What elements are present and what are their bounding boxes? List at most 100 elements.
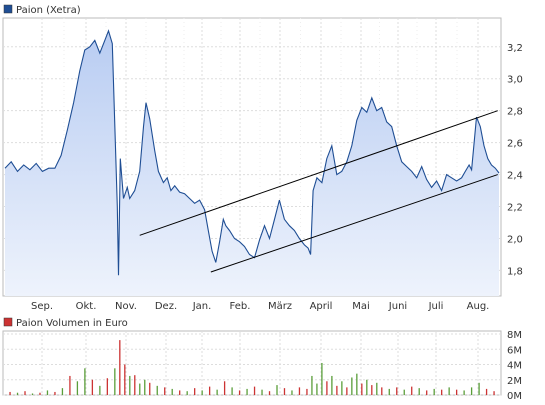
volume-bar xyxy=(261,389,263,395)
price-x-tick-label: Feb. xyxy=(230,301,251,312)
volume-bar xyxy=(388,388,390,395)
volume-bar xyxy=(124,364,126,395)
volume-bar xyxy=(316,383,318,395)
price-legend-label: Paion (Xetra) xyxy=(16,5,81,16)
volume-legend-swatch xyxy=(3,317,13,327)
volume-bar xyxy=(39,392,41,395)
volume-bar xyxy=(9,391,11,395)
volume-legend-label: Paion Volumen in Euro xyxy=(16,318,128,329)
volume-bar xyxy=(493,391,495,395)
volume-bar xyxy=(253,386,256,395)
price-x-tick-label: Mai xyxy=(352,301,370,312)
volume-bar xyxy=(321,362,323,395)
trend-line xyxy=(139,110,498,236)
volume-bar xyxy=(134,375,136,395)
price-y-tick-label: 2,2 xyxy=(507,203,523,214)
volume-bar xyxy=(361,383,363,395)
volume-bar xyxy=(144,379,146,395)
volume-y-tick-label: 6M xyxy=(507,345,522,356)
volume-bar xyxy=(194,388,196,395)
volume-bar xyxy=(106,378,108,395)
volume-bar xyxy=(448,387,450,395)
price-x-tick-label: Juli xyxy=(428,301,444,312)
volume-bar xyxy=(238,390,241,395)
price-x-tick-label: Dez. xyxy=(155,301,177,312)
volume-bar xyxy=(99,385,101,395)
price-y-tick-label: 2,4 xyxy=(507,171,523,182)
volume-bar xyxy=(164,387,166,395)
volume-bar xyxy=(306,388,308,395)
volume-gridlines xyxy=(3,331,501,396)
volume-bar xyxy=(455,389,458,395)
price-x-tick-label: Okt. xyxy=(76,301,97,312)
price-y-tick-label: 2,6 xyxy=(507,139,523,150)
volume-bar xyxy=(426,390,428,395)
price-x-tick-label: März xyxy=(268,301,292,312)
volume-bar xyxy=(411,386,413,395)
volume-bar xyxy=(418,388,420,395)
volume-bar xyxy=(366,379,368,395)
price-y-tick-label: 2,8 xyxy=(507,107,523,118)
volume-bar xyxy=(376,382,378,395)
volume-y-tick-label: 8M xyxy=(507,330,522,341)
volume-bar xyxy=(326,381,328,395)
volume-y-ticks: 8M 6M 4M 2M 0M xyxy=(507,330,522,402)
price-x-tick-label: Nov. xyxy=(115,301,137,312)
volume-bar xyxy=(433,388,435,395)
volume-bar xyxy=(246,388,248,395)
volume-bar xyxy=(351,377,353,395)
price-y-tick-label: 3,2 xyxy=(507,43,523,54)
volume-bar xyxy=(396,387,398,395)
volume-bar xyxy=(24,391,26,395)
volume-bar xyxy=(283,388,286,395)
volume-bar xyxy=(201,390,203,395)
volume-bar xyxy=(171,388,173,395)
volume-bar xyxy=(336,385,338,395)
price-y-tick-label: 2,0 xyxy=(507,234,523,245)
volume-bar xyxy=(76,381,79,395)
price-x-tick-label: Jan. xyxy=(192,301,212,312)
volume-bar xyxy=(216,389,218,395)
volume-bar xyxy=(139,383,141,395)
volume-bar xyxy=(356,373,358,395)
volume-bar xyxy=(31,393,34,395)
volume-bars xyxy=(9,340,495,395)
volume-bar xyxy=(441,389,443,395)
volume-bar xyxy=(114,368,116,395)
volume-bar xyxy=(276,385,278,395)
volume-bar xyxy=(298,387,301,395)
volume-y-tick-label: 4M xyxy=(507,361,522,372)
volume-bar xyxy=(381,387,383,395)
volume-bar xyxy=(54,391,56,395)
volume-y-tick-label: 0M xyxy=(507,391,522,401)
trend-lines xyxy=(139,110,498,273)
volume-bar xyxy=(470,387,473,395)
volume-bar xyxy=(291,390,293,395)
price-y-ticks: 3,2 3,0 2,8 2,6 2,4 2,2 2,0 1,8 xyxy=(507,43,523,278)
volume-bar xyxy=(156,385,158,395)
volume-bar xyxy=(403,389,405,395)
volume-bar xyxy=(69,375,71,395)
volume-y-tick-label: 2M xyxy=(507,376,522,387)
volume-bar xyxy=(186,391,188,395)
price-x-tick-label: Sep. xyxy=(31,301,53,312)
price-y-tick-label: 1,8 xyxy=(507,266,523,277)
volume-bar xyxy=(346,387,348,395)
volume-bar xyxy=(331,375,333,395)
volume-bar xyxy=(208,386,211,395)
volume-bar xyxy=(149,382,151,395)
volume-bar xyxy=(91,379,94,395)
volume-bar xyxy=(179,390,181,395)
price-legend-swatch xyxy=(3,4,13,14)
volume-bar xyxy=(16,392,19,395)
volume-bar xyxy=(478,382,480,395)
volume-bar xyxy=(485,388,488,395)
price-x-ticks: Sep. Okt. Nov. Dez. Jan. Feb. März April Mai Juni… xyxy=(31,301,489,312)
volume-bar xyxy=(84,368,86,395)
price-y-tick-label: 3,0 xyxy=(507,75,523,86)
price-x-tick-label: Juni xyxy=(388,301,407,312)
volume-bar xyxy=(129,375,131,395)
volume-bar xyxy=(223,381,226,395)
